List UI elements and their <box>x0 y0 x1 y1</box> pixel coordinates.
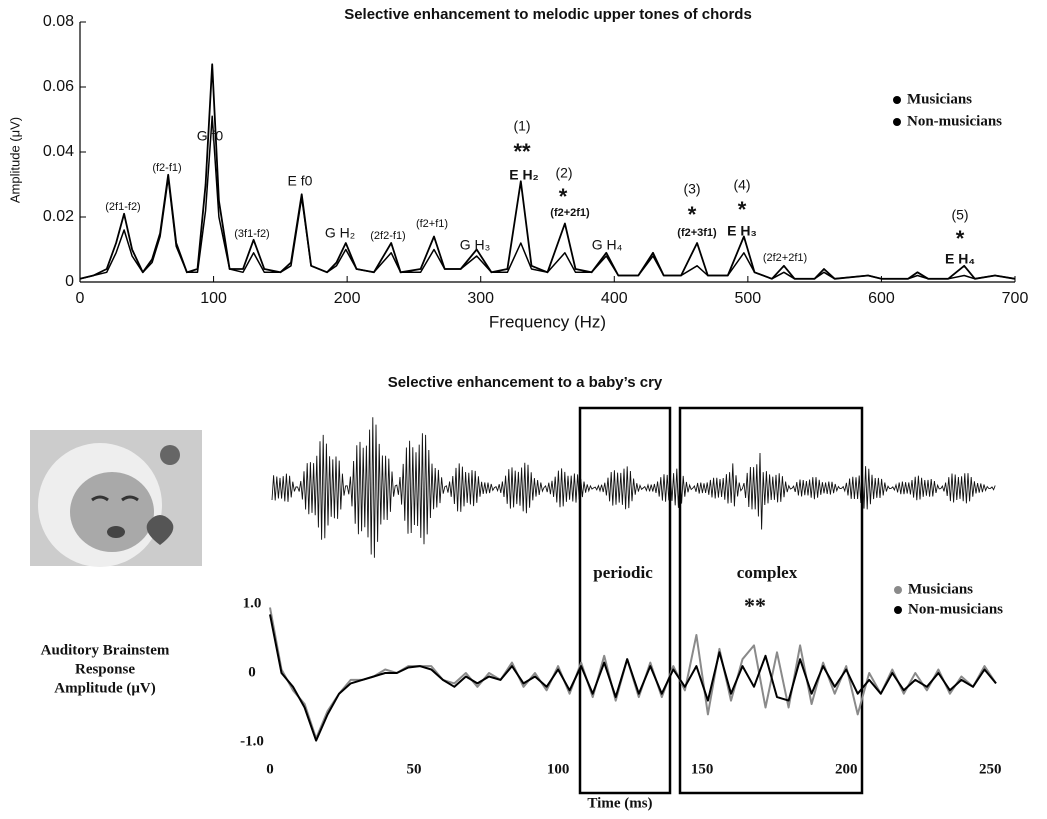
legend-label: Musicians <box>908 581 973 597</box>
legend-marker <box>894 586 902 594</box>
y-axis-label: Amplitude (μV) <box>54 680 155 696</box>
x-tick-label: 400 <box>601 290 628 307</box>
x-tick-label: 150 <box>691 761 714 777</box>
legend-marker <box>893 96 901 104</box>
y-axis-label: Amplitude (μV) <box>7 117 22 203</box>
chart-title: Selective enhancement to a baby’s cry <box>388 374 663 391</box>
annotation: (5) <box>951 207 968 223</box>
annotation: G f0 <box>197 128 224 144</box>
legend-label: Non-musicians <box>908 601 1003 617</box>
annotation: G H₃ <box>460 237 491 253</box>
data-line <box>79 115 1016 280</box>
annotation: (3) <box>683 181 700 197</box>
y-axis-label: Auditory Brainstem <box>41 642 170 658</box>
annotation: * <box>559 184 568 209</box>
data-line <box>269 614 997 742</box>
legend-label: Musicians <box>907 91 972 107</box>
annotation: complex <box>737 563 798 582</box>
stimulus-waveform <box>271 417 996 558</box>
annotation: (2f2+2f1) <box>763 252 807 264</box>
baby-photo <box>30 430 202 567</box>
x-tick-label: 100 <box>547 761 570 777</box>
y-tick-label: 0.08 <box>43 13 74 30</box>
annotation: E f0 <box>288 173 313 189</box>
annotation: E H₄ <box>945 251 975 267</box>
y-tick-label: 0 <box>248 664 256 680</box>
legend-marker <box>894 606 902 614</box>
annotation: (2f1-f2) <box>105 201 140 213</box>
annotation: (2f2-f1) <box>370 230 405 242</box>
annotation: (f2-f1) <box>152 162 181 174</box>
y-axis-label: Response <box>75 661 135 677</box>
x-tick-label: 100 <box>200 290 227 307</box>
y-tick-label: 0.02 <box>43 208 74 225</box>
annotation: * <box>688 202 697 227</box>
annotation: ** <box>513 139 531 164</box>
y-tick-label: 0.06 <box>43 78 74 95</box>
x-axis-label: Frequency (Hz) <box>489 312 606 331</box>
annotation: E H₃ <box>727 223 757 239</box>
data-line <box>79 63 1016 280</box>
annotation: (3f1-f2) <box>234 228 269 240</box>
data-line <box>269 607 997 740</box>
x-tick-label: 50 <box>407 761 422 777</box>
annotation: (f2+2f1) <box>550 207 590 219</box>
stimulus-path <box>271 417 996 558</box>
x-tick-label: 300 <box>467 290 494 307</box>
annotation: * <box>738 197 747 222</box>
chart-title: Selective enhancement to melodic upper t… <box>344 6 752 23</box>
annotation: (1) <box>513 118 530 134</box>
x-tick-label: 600 <box>868 290 895 307</box>
highlight-box <box>678 406 864 795</box>
x-axis-label: Time (ms) <box>587 795 652 811</box>
annotation: E H₂ <box>509 167 539 183</box>
legend-label: Non-musicians <box>907 113 1002 129</box>
x-tick-label: 0 <box>266 761 274 777</box>
y-tick-label: 0.04 <box>43 143 74 160</box>
annotation: (f2+f1) <box>416 218 448 230</box>
x-tick-label: 200 <box>835 761 858 777</box>
annotation: (2) <box>555 165 572 181</box>
annotation: (4) <box>733 177 750 193</box>
x-tick-label: 700 <box>1002 290 1029 307</box>
annotation: periodic <box>593 563 653 582</box>
annotation: G H₂ <box>325 225 355 241</box>
annotation: G H₄ <box>592 237 623 253</box>
y-tick-label: 1.0 <box>243 595 262 611</box>
annotation: * <box>956 226 965 251</box>
highlight-box <box>578 406 672 795</box>
x-tick-label: 0 <box>76 290 85 307</box>
legend-marker <box>893 118 901 126</box>
x-tick-label: 250 <box>979 761 1002 777</box>
y-tick-label: 0 <box>65 273 74 290</box>
annotation: ** <box>744 593 766 618</box>
x-tick-label: 500 <box>735 290 762 307</box>
y-tick-label: -1.0 <box>240 733 264 749</box>
annotation: (f2+3f1) <box>677 227 717 239</box>
x-tick-label: 200 <box>334 290 361 307</box>
